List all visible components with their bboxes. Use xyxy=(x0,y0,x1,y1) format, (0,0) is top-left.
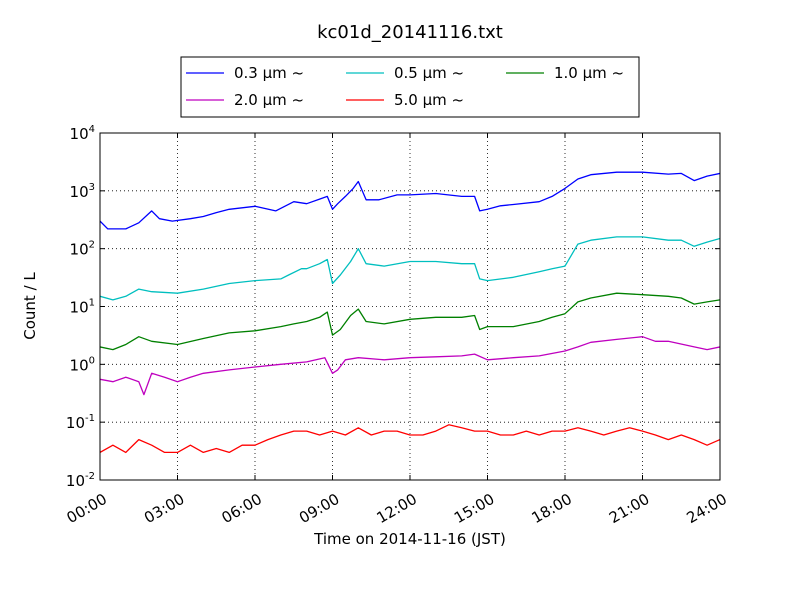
y-axis-label: Count / L xyxy=(21,272,39,340)
x-tick-label: 21:00 xyxy=(606,490,652,527)
series-line-1 xyxy=(100,236,720,301)
legend-label: 0.5 μm ~ xyxy=(394,64,464,82)
x-tick-label: 06:00 xyxy=(219,490,265,527)
series-lines xyxy=(100,171,720,454)
x-tick-label: 15:00 xyxy=(451,490,497,527)
legend-label: 5.0 μm ~ xyxy=(394,91,464,109)
legend-label: 1.0 μm ~ xyxy=(554,64,624,82)
grid-lines xyxy=(100,133,720,480)
y-axis-tick-labels: 10-2 10-1 100 101 102 103 104 xyxy=(66,124,95,490)
x-tick-label: 09:00 xyxy=(296,490,342,527)
y-tick-label: 102 xyxy=(70,240,95,259)
legend-label: 2.0 μm ~ xyxy=(234,91,304,109)
y-tick-label: 100 xyxy=(70,355,95,374)
series-line-2 xyxy=(100,292,720,351)
legend-label: 0.3 μm ~ xyxy=(234,64,304,82)
x-axis-tick-labels: 00:00 03:00 06:00 09:00 12:00 15:00 18:00 21:00… xyxy=(64,490,730,527)
x-tick-label: 03:00 xyxy=(141,490,187,527)
x-tick-label: 24:00 xyxy=(684,490,730,527)
legend: 0.3 μm ~ 0.5 μm ~ 1.0 μm ~ 2.0 μm ~ 5.0 μm ~ xyxy=(180,56,640,118)
x-tick-label: 18:00 xyxy=(529,490,575,527)
chart-title: kc01d_20141116.txt xyxy=(317,22,503,43)
x-tick-label: 00:00 xyxy=(64,490,110,527)
y-tick-label: 10-2 xyxy=(66,471,95,490)
y-tick-label: 10-1 xyxy=(66,413,95,432)
series-line-0 xyxy=(100,171,720,230)
series-line-4 xyxy=(100,424,720,454)
y-tick-label: 104 xyxy=(70,124,95,143)
series-line-3 xyxy=(100,336,720,396)
legend-box xyxy=(180,56,640,118)
y-tick-label: 103 xyxy=(70,182,95,201)
y-tick-label: 101 xyxy=(70,298,95,317)
axis-ticks xyxy=(99,132,721,481)
x-tick-label: 12:00 xyxy=(374,490,420,527)
x-axis-label: Time on 2014-11-16 (JST) xyxy=(313,530,506,548)
